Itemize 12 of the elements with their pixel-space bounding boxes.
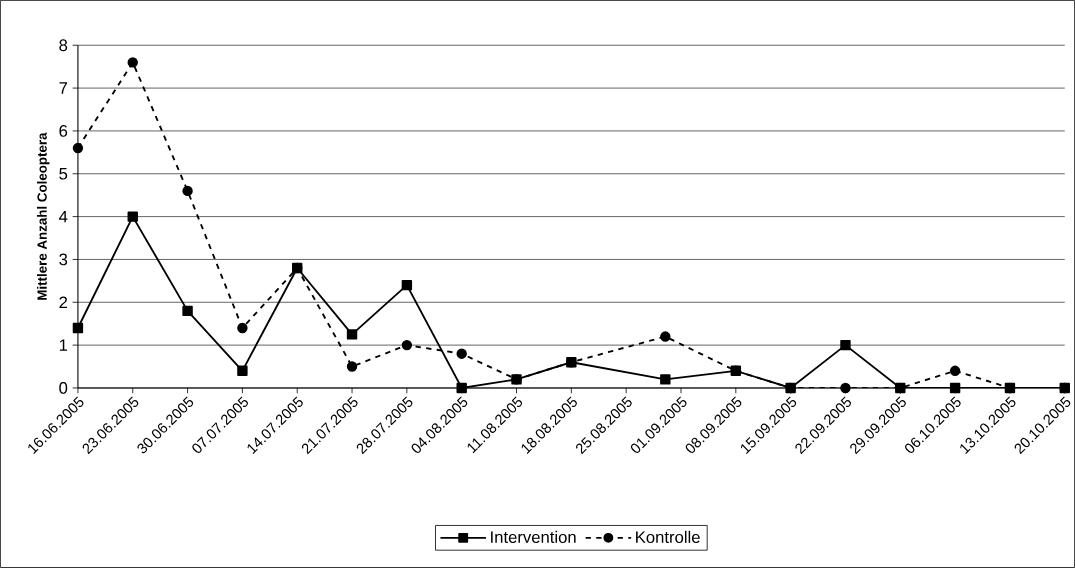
y-tick-label: 7 — [59, 82, 68, 94]
y-axis-title: Mittlere Anzahl Coleoptera — [37, 132, 50, 300]
y-tick-label: 4 — [58, 210, 68, 223]
y-tick-label: 1 — [59, 339, 68, 351]
legend-label: Intervention — [491, 530, 576, 544]
y-tick-label: 0 — [59, 382, 68, 394]
y-tick-label: 2 — [59, 296, 68, 309]
y-tick-label: 6 — [59, 125, 68, 137]
y-tick-label: 5 — [59, 168, 68, 180]
y-tick-label: 8 — [59, 39, 68, 52]
y-tick-label: 3 — [59, 253, 68, 266]
legend-label: Kontrolle — [636, 530, 700, 544]
